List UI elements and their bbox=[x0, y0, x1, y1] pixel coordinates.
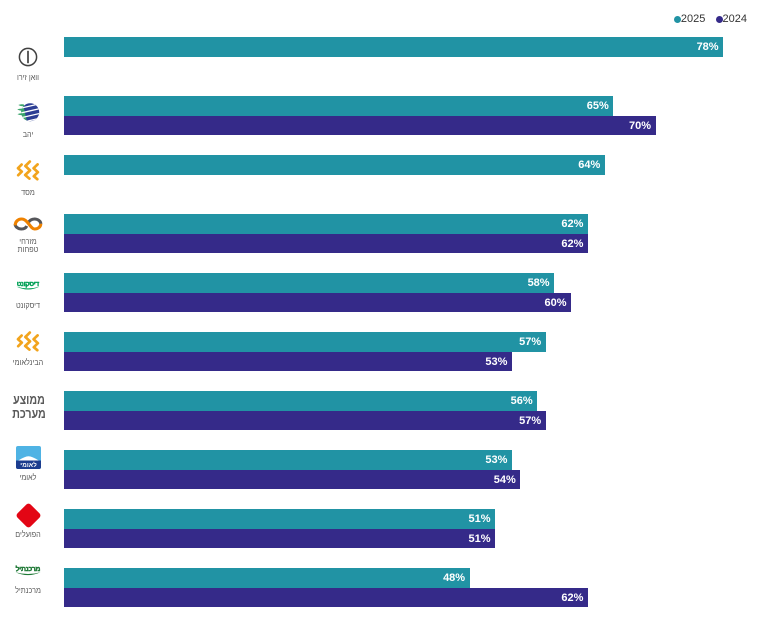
svg-text:לאומי: לאומי bbox=[20, 461, 37, 469]
svg-text:מרכנתיל: מרכנתיל bbox=[16, 565, 41, 573]
svg-text:דיסקונט: דיסקונט bbox=[17, 280, 40, 287]
